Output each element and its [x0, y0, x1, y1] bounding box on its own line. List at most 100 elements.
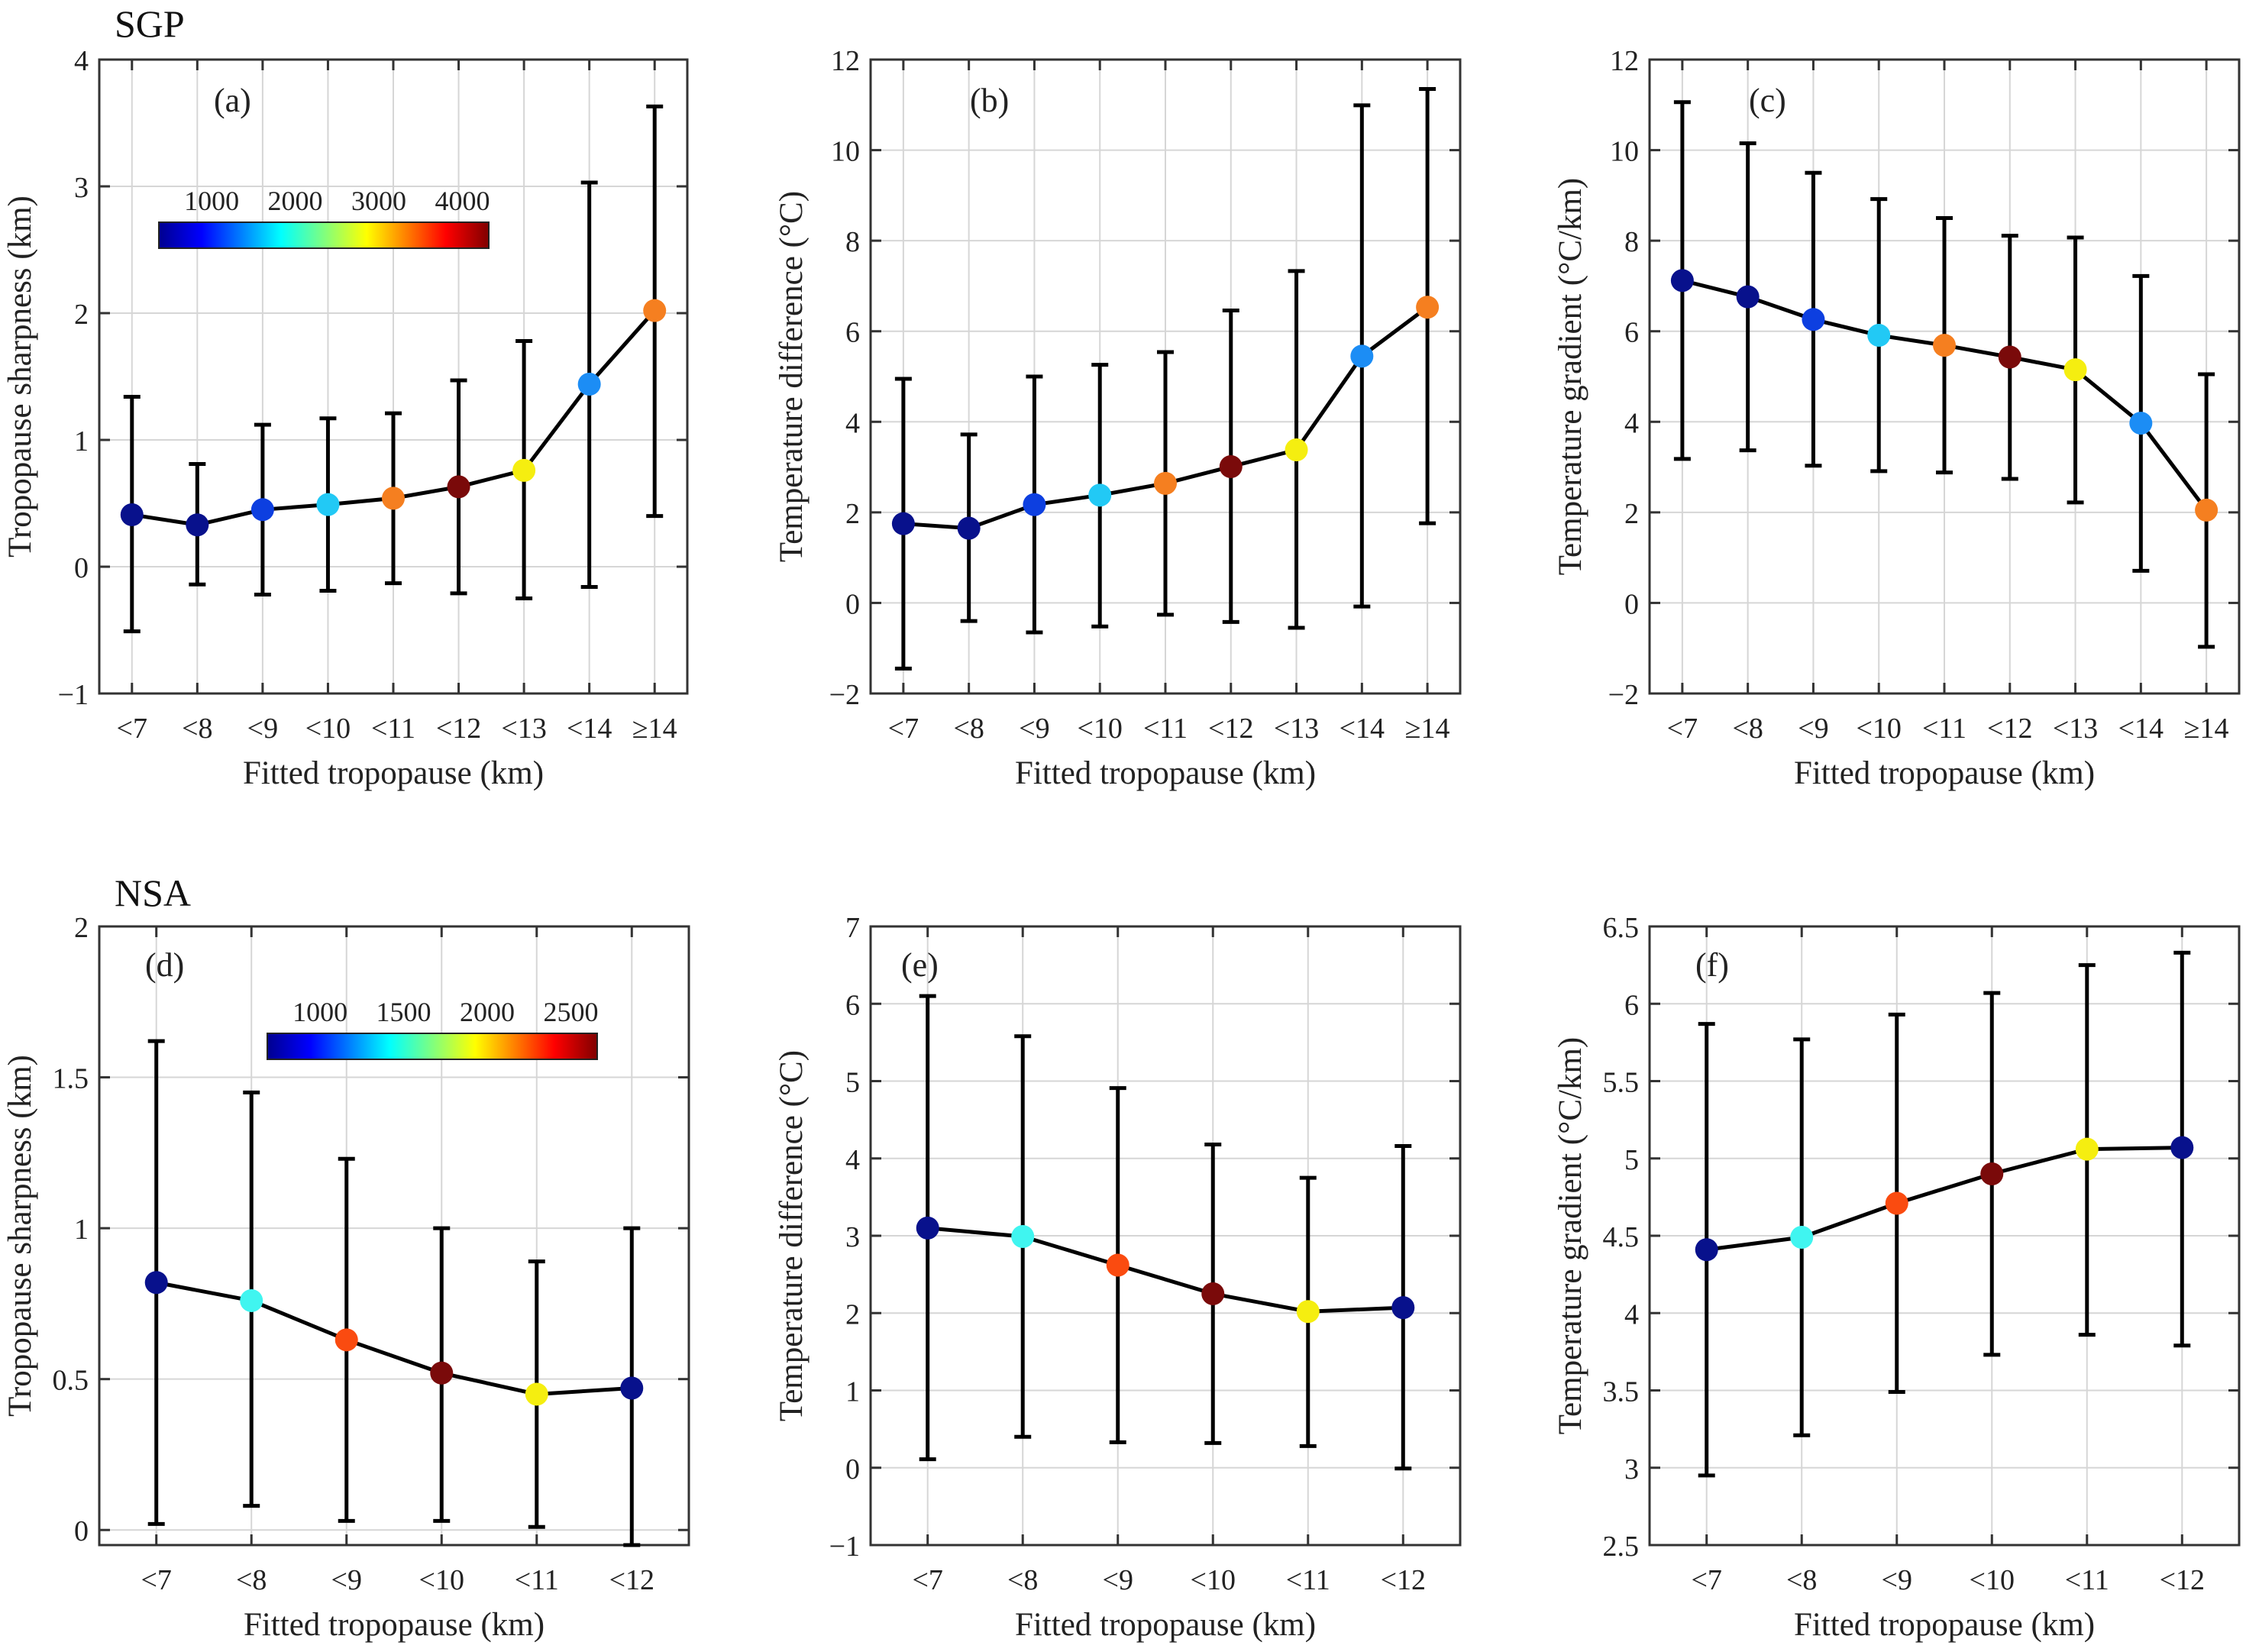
y-tick-label: 5: [1624, 1144, 1639, 1176]
data-point: [1416, 296, 1440, 319]
x-tick-label: <8: [1007, 1564, 1038, 1596]
panel-f: 2.5 3 3.5 4 4.5 5 5.5 6 6.5 <7 <8 <9 <10 <11 <12 Fitted…: [1553, 912, 2241, 1643]
x-tick-label: <12: [1987, 713, 2032, 745]
y-tick-label: 6: [845, 989, 860, 1021]
y-axis-title: Temperature gradient (°C/km): [1553, 1037, 1588, 1434]
data-point: [957, 516, 981, 540]
data-point: [1695, 1238, 1718, 1262]
x-tick-label: <11: [1922, 713, 1966, 745]
x-tick-label: <9: [1103, 1564, 1133, 1596]
y-tick-label: 0: [1624, 588, 1639, 620]
x-tick-label: <11: [515, 1564, 559, 1596]
data-point: [1670, 269, 1694, 293]
data-point: [1088, 483, 1112, 507]
x-tick-label: <11: [2065, 1564, 2109, 1596]
x-tick-label: ≥14: [1405, 713, 1450, 745]
y-tick-label: 12: [1610, 45, 1639, 77]
x-tick-label: <11: [371, 713, 415, 745]
x-tick-label: <7: [1667, 713, 1698, 745]
data-point: [1998, 345, 2021, 369]
y-axis-title: Temperature difference (°C): [774, 191, 810, 562]
y-tick-label: 5: [845, 1067, 860, 1099]
y-tick-label: 8: [1624, 226, 1639, 258]
data-point: [240, 1288, 263, 1312]
data-point: [382, 487, 405, 510]
x-tick-label: <10: [1078, 713, 1123, 745]
colorbar-tick-label: 4000: [435, 186, 490, 216]
data-point: [250, 498, 274, 522]
y-tick-label: 4.5: [1603, 1221, 1640, 1253]
x-axis-title: Fitted tropopause (km): [1794, 1607, 2095, 1643]
x-tick-label: <9: [1798, 713, 1828, 745]
x-tick-label: <8: [1786, 1564, 1817, 1596]
panel-label: (d): [145, 946, 184, 984]
x-tick-label: <11: [1286, 1564, 1330, 1596]
x-tick-label: <10: [305, 713, 351, 745]
y-tick-label: 2: [845, 498, 860, 530]
x-tick-label: <12: [2160, 1564, 2205, 1596]
panel-label: (f): [1695, 946, 1729, 984]
x-axis-title: Fitted tropopause (km): [1015, 755, 1316, 791]
y-tick-label: 2: [74, 912, 89, 944]
data-point: [1285, 438, 1308, 462]
y-tick-label: 7: [845, 912, 860, 944]
data-point: [1885, 1191, 1908, 1215]
panel-label: (b): [970, 82, 1009, 119]
data-point: [1933, 334, 1956, 357]
x-tick-label: <13: [501, 713, 546, 745]
y-tick-label: 0: [74, 1515, 89, 1547]
data-point: [1219, 454, 1243, 478]
y-tick-label: 6: [1624, 317, 1639, 349]
x-axis-title: Fitted tropopause (km): [1015, 1607, 1316, 1643]
x-tick-label: <7: [912, 1564, 942, 1596]
y-tick-label: 1: [845, 1376, 860, 1408]
y-tick-label: 4: [845, 407, 860, 439]
panel-b: −2 0 2 4 6 8 10 12 <7 <8 <9 <10 <11 <12 <13 <14 ≥14 Fitte…: [774, 45, 1462, 791]
data-point: [1790, 1226, 1814, 1250]
x-tick-label: <9: [1019, 713, 1049, 745]
x-tick-label: <8: [236, 1564, 267, 1596]
colorbar-gradient: [267, 1033, 598, 1060]
x-axis-title: Fitted tropopause (km): [243, 755, 544, 791]
data-point: [1106, 1253, 1129, 1277]
data-point: [1011, 1225, 1035, 1249]
x-tick-label: <12: [1381, 1564, 1426, 1596]
y-tick-label: 10: [831, 136, 860, 168]
y-tick-label: 3: [1624, 1453, 1639, 1486]
data-point: [643, 299, 667, 322]
panel-label: (e): [901, 946, 939, 984]
data-point: [1736, 285, 1760, 309]
colorbar: 1000 2000 3000 4000: [158, 186, 490, 249]
panel-label: (c): [1749, 82, 1786, 119]
data-point: [316, 493, 340, 516]
data-point: [512, 458, 536, 482]
x-tick-label: <11: [1143, 713, 1188, 745]
colorbar-tick-label: 2000: [460, 997, 515, 1027]
x-tick-label: <8: [953, 713, 984, 745]
data-point: [1802, 308, 1825, 331]
data-point: [916, 1216, 939, 1240]
x-tick-label: <9: [247, 713, 278, 745]
series-line: [927, 1226, 1404, 1314]
x-tick-label: <14: [2118, 713, 2164, 745]
colorbar-gradient: [158, 221, 490, 249]
data-point: [1023, 493, 1046, 516]
data-point: [120, 503, 144, 526]
y-tick-label: 6: [845, 317, 860, 349]
y-tick-label: 0: [845, 1453, 860, 1486]
y-tick-label: 3: [845, 1221, 860, 1253]
y-tick-label: 3.5: [1603, 1376, 1640, 1408]
panel-c: −2 0 2 4 6 8 10 12 <7 <8 <9 <10 <11 <12 <13 <14 ≥14 Fitte…: [1553, 45, 2241, 791]
x-axis-title: Fitted tropopause (km): [244, 1607, 545, 1643]
x-tick-label: <12: [1208, 713, 1253, 745]
panel-d: 0 0.5 1 1.5 2 <7 <8 <9 <10 <11 <12 Fitted tropopaus…: [2, 912, 690, 1643]
y-tick-label: 12: [831, 45, 860, 77]
y-tick-label: 4: [1624, 407, 1639, 439]
y-tick-label: 6.5: [1603, 912, 1640, 944]
y-tick-label: 1: [74, 425, 89, 457]
site-label-sgp: SGP: [115, 2, 185, 45]
x-tick-label: <14: [567, 713, 612, 745]
data-point: [2063, 358, 2087, 382]
data-point: [577, 372, 601, 396]
